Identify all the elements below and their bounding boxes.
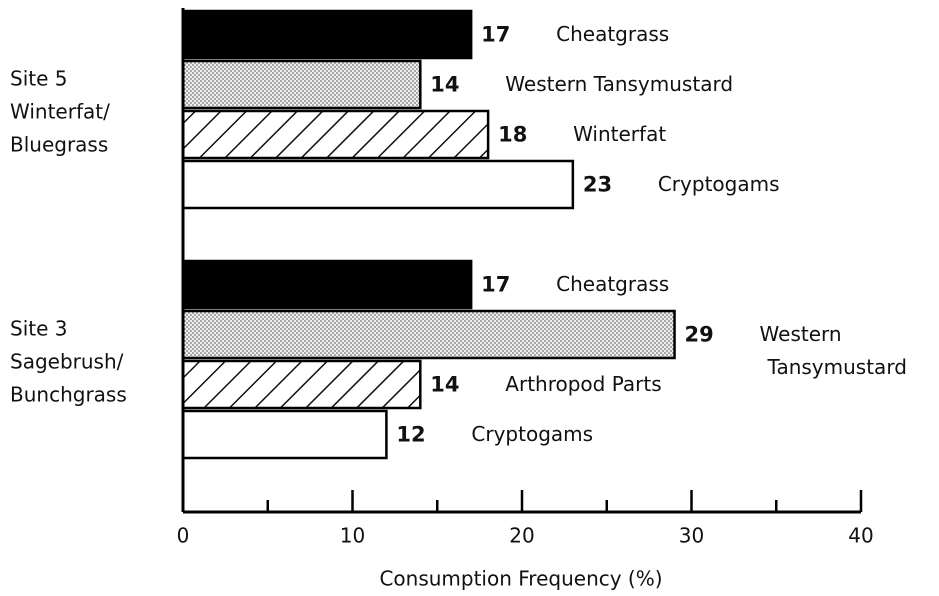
value-label: 14 xyxy=(430,373,459,397)
bar-label: Cryptogams xyxy=(658,172,780,196)
bar xyxy=(181,109,490,160)
group-label: Bluegrass xyxy=(10,133,108,157)
x-tick-label: 30 xyxy=(679,524,704,548)
value-label: 17 xyxy=(481,23,510,47)
bar-label: Arthropod Parts xyxy=(505,372,661,396)
group-label: Site 3 xyxy=(10,317,67,341)
x-tick-label: 0 xyxy=(177,524,190,548)
value-label: 23 xyxy=(583,173,612,197)
bar-label: Tansymustard xyxy=(767,355,907,379)
bar xyxy=(181,9,473,60)
bar xyxy=(181,309,676,360)
bar-label: Western xyxy=(760,322,842,346)
bar xyxy=(181,409,388,460)
bar xyxy=(181,59,422,110)
bar-label: Cryptogams xyxy=(471,422,593,446)
group-label: Sagebrush/ xyxy=(10,350,124,374)
x-tick-label: 10 xyxy=(340,524,365,548)
bar-label: Winterfat xyxy=(573,122,666,146)
bar-label: Cheatgrass xyxy=(556,22,669,46)
bar xyxy=(181,159,575,210)
x-tick-label: 40 xyxy=(848,524,873,548)
value-label: 18 xyxy=(498,123,527,147)
value-label: 29 xyxy=(685,323,714,347)
group-label: Site 5 xyxy=(10,67,67,91)
bar xyxy=(181,259,473,310)
x-axis-label: Consumption Frequency (%) xyxy=(379,567,662,591)
bar-label: Cheatgrass xyxy=(556,272,669,296)
value-label: 17 xyxy=(481,273,510,297)
bar xyxy=(181,359,422,410)
value-label: 12 xyxy=(396,423,425,447)
value-label: 14 xyxy=(430,73,459,97)
bar-label: Western Tansymustard xyxy=(505,72,733,96)
group-label: Bunchgrass xyxy=(10,383,127,407)
group-label: Winterfat/ xyxy=(10,100,110,124)
x-tick-label: 20 xyxy=(509,524,534,548)
